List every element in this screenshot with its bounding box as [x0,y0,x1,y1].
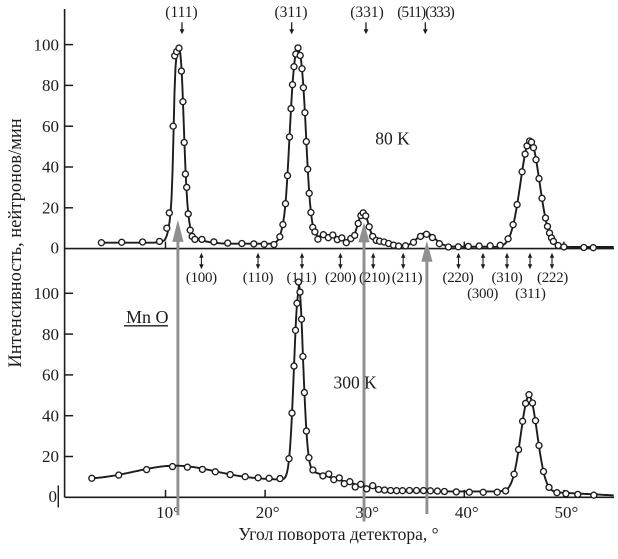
svg-text:50°: 50° [554,503,578,522]
svg-text:60: 60 [42,117,59,136]
svg-text:Интенсивность, нейтронов/мин: Интенсивность, нейтронов/мин [6,118,26,367]
svg-text:80: 80 [42,76,59,95]
svg-text:(211): (211) [392,270,423,286]
svg-text:40: 40 [42,158,59,177]
svg-text:Mn O: Mn O [126,307,169,327]
svg-text:30°: 30° [355,503,379,522]
svg-text:80: 80 [42,325,59,344]
svg-text:(310): (310) [492,270,523,286]
svg-text:20: 20 [42,199,59,218]
svg-text:80 K: 80 K [375,128,410,148]
svg-text:(111): (111) [287,270,317,286]
svg-text:(300): (300) [467,286,498,302]
svg-text:0: 0 [49,487,58,506]
svg-text:20°: 20° [256,503,280,522]
svg-text:(222): (222) [537,270,568,286]
svg-text:(220): (220) [443,270,474,286]
svg-text:60: 60 [42,366,59,385]
svg-text:(331): (331) [350,4,384,21]
svg-text:0: 0 [51,238,60,257]
svg-text:(111): (111) [165,4,197,21]
svg-text:10°: 10° [156,503,180,522]
svg-text:(200): (200) [325,270,356,286]
svg-text:20: 20 [42,447,59,466]
svg-text:(311): (311) [515,286,546,302]
svg-text:(110): (110) [243,270,274,286]
svg-text:Угол поворота детектора, °: Угол поворота детектора, ° [238,524,438,544]
svg-text:100: 100 [34,35,60,54]
svg-text:300 K: 300 K [334,373,378,393]
svg-text:40°: 40° [455,503,479,522]
svg-text:(311): (311) [275,4,308,21]
svg-text:(511)(333): (511)(333) [397,4,454,21]
svg-text:(210): (210) [359,270,390,286]
svg-text:100: 100 [34,284,60,303]
svg-text:40: 40 [42,406,59,425]
svg-text:(100): (100) [186,270,217,286]
